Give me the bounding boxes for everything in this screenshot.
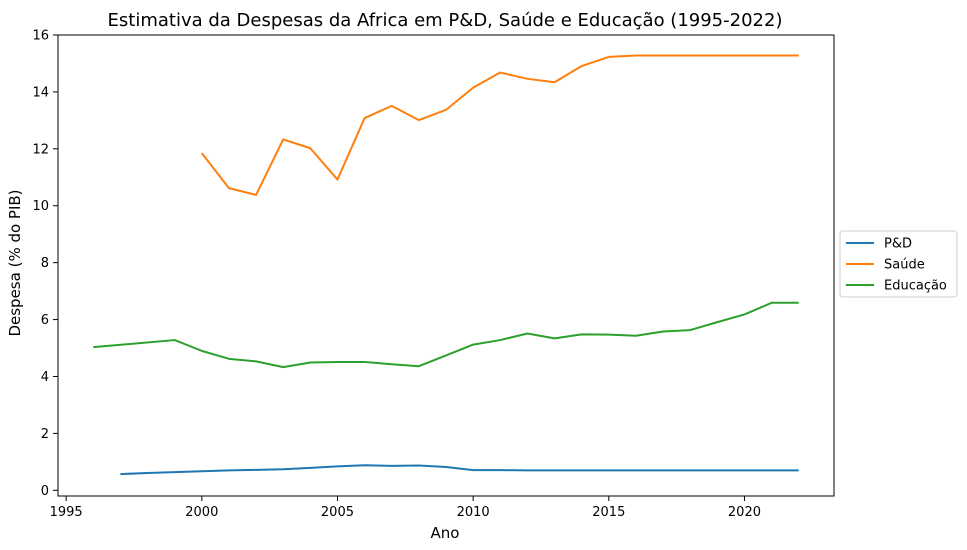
- y-tick-label: 2: [41, 427, 49, 442]
- y-tick-label: 6: [41, 313, 49, 328]
- plot-area: 1995 2000 2005 2010 2015 2020 0 2 4 6 8 10 12 14 16: [32, 29, 835, 520]
- legend-label-2: Educação: [884, 279, 947, 294]
- y-axis-label: Despesa (% do PIB): [6, 189, 24, 336]
- plot-frame: [57, 34, 835, 497]
- x-tick-label: 2015: [592, 505, 625, 520]
- legend-label-0: P&D: [884, 237, 912, 252]
- series-line-1: [201, 54, 799, 196]
- y-tick-label: 16: [32, 29, 49, 44]
- series-line-0: [120, 464, 799, 476]
- y-tick-label: 12: [32, 142, 49, 157]
- x-tick-label: 2010: [457, 505, 490, 520]
- x-tick-label: 1995: [50, 505, 83, 520]
- series-line-2: [93, 301, 799, 369]
- y-tick-label: 0: [41, 484, 49, 499]
- chart-title: Estimativa da Despesas da Africa em P&D,…: [108, 10, 783, 31]
- legend: P&D Saúde Educação: [839, 230, 958, 298]
- y-tick-label: 8: [41, 256, 49, 271]
- x-tick-label: 2000: [185, 505, 218, 520]
- x-tick-label: 2005: [321, 505, 354, 520]
- legend-label-1: Saúde: [884, 258, 925, 273]
- y-tick-label: 14: [32, 85, 49, 100]
- x-tick-label: 2020: [728, 505, 761, 520]
- legend-box: [839, 230, 958, 298]
- y-tick-label: 4: [41, 370, 49, 385]
- y-tick-label: 10: [32, 199, 49, 214]
- x-axis-label: Ano: [431, 524, 460, 542]
